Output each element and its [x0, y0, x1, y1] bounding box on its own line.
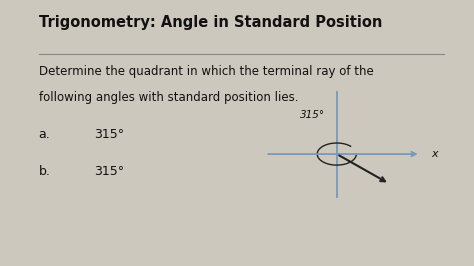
- Text: following angles with standard position lies.: following angles with standard position …: [39, 91, 298, 104]
- Text: b.: b.: [39, 165, 51, 178]
- Text: 315°: 315°: [94, 165, 125, 178]
- Text: 315°: 315°: [94, 128, 125, 141]
- Text: x: x: [431, 149, 438, 159]
- Text: Determine the quadrant in which the terminal ray of the: Determine the quadrant in which the term…: [39, 65, 374, 78]
- Text: a.: a.: [39, 128, 50, 141]
- Text: 315°: 315°: [300, 110, 325, 120]
- Text: Trigonometry: Angle in Standard Position: Trigonometry: Angle in Standard Position: [39, 15, 382, 30]
